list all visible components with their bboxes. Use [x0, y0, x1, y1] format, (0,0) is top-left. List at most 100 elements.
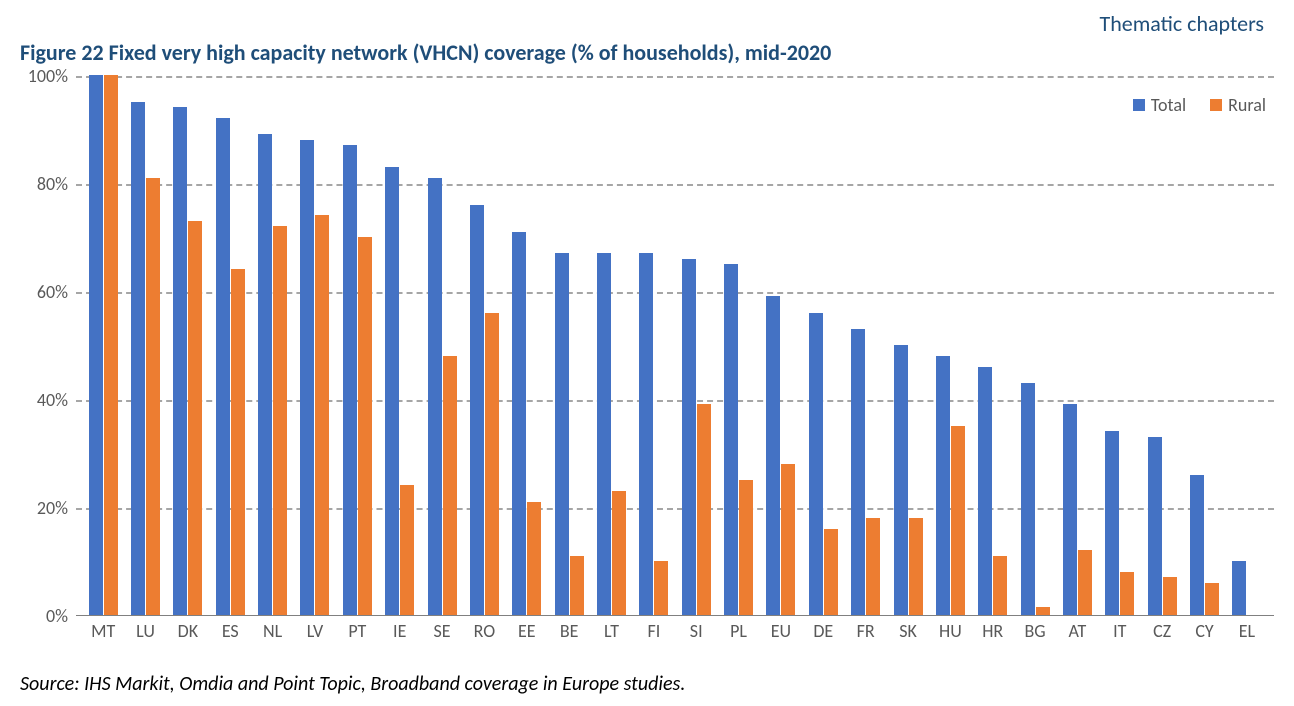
- bar-rural: [993, 556, 1007, 615]
- bar-group: [887, 76, 929, 615]
- bar-total: [766, 296, 780, 615]
- x-tick-label: ES: [209, 620, 251, 642]
- bar-total: [1232, 561, 1246, 615]
- x-tick-label: IT: [1099, 620, 1141, 642]
- bar-rural: [1205, 583, 1219, 615]
- bar-rural: [104, 75, 118, 615]
- bar-rural: [485, 313, 499, 615]
- bar-group: [1056, 76, 1098, 615]
- x-tick-label: SE: [421, 620, 463, 642]
- x-tick-label: DE: [802, 620, 844, 642]
- y-tick-label: 80%: [37, 173, 68, 195]
- bar-rural: [146, 178, 160, 615]
- bar-group: [82, 76, 124, 615]
- bar-rural: [909, 518, 923, 615]
- x-tick-label: CY: [1183, 620, 1225, 642]
- x-tick-label: PL: [717, 620, 759, 642]
- x-tick-label: CZ: [1141, 620, 1183, 642]
- bar-group: [421, 76, 463, 615]
- x-tick-label: SK: [887, 620, 929, 642]
- bar-total: [978, 367, 992, 615]
- bars-layer: [76, 76, 1274, 615]
- bar-total: [216, 118, 230, 615]
- x-tick-label: IE: [379, 620, 421, 642]
- legend-swatch: [1133, 99, 1145, 111]
- x-tick-label: PT: [336, 620, 378, 642]
- legend-swatch: [1210, 99, 1222, 111]
- bar-total: [89, 75, 103, 615]
- bar-group: [124, 76, 166, 615]
- bar-total: [300, 140, 314, 615]
- bar-rural: [824, 529, 838, 615]
- bar-rural: [866, 518, 880, 615]
- bar-rural: [273, 226, 287, 615]
- bar-group: [1183, 76, 1225, 615]
- bar-rural: [188, 221, 202, 615]
- y-tick-label: 40%: [37, 389, 68, 411]
- bar-rural: [1120, 572, 1134, 615]
- bar-group: [336, 76, 378, 615]
- x-tick-label: FI: [633, 620, 675, 642]
- bar-total: [894, 345, 908, 615]
- x-tick-label: BE: [548, 620, 590, 642]
- bar-total: [597, 253, 611, 615]
- x-tick-label: BG: [1014, 620, 1056, 642]
- bar-total: [173, 107, 187, 615]
- bar-total: [724, 264, 738, 615]
- bar-rural: [612, 491, 626, 615]
- bar-group: [294, 76, 336, 615]
- y-axis: 0%20%40%60%80%100%: [20, 76, 76, 616]
- bar-rural: [358, 237, 372, 615]
- bar-total: [1148, 437, 1162, 615]
- bar-group: [802, 76, 844, 615]
- x-tick-label: LV: [294, 620, 336, 642]
- bar-rural: [697, 404, 711, 615]
- bar-group: [1141, 76, 1183, 615]
- bar-group: [167, 76, 209, 615]
- bar-total: [385, 167, 399, 615]
- y-tick-label: 20%: [37, 497, 68, 519]
- bar-group: [1226, 76, 1268, 615]
- legend-label: Rural: [1228, 94, 1266, 116]
- bar-total: [258, 134, 272, 615]
- x-tick-label: HR: [972, 620, 1014, 642]
- bar-rural: [443, 356, 457, 615]
- bar-total: [1105, 431, 1119, 615]
- y-tick-label: 100%: [28, 65, 68, 87]
- x-tick-label: LT: [590, 620, 632, 642]
- x-tick-label: SI: [675, 620, 717, 642]
- bar-group: [209, 76, 251, 615]
- bar-rural: [654, 561, 668, 615]
- legend-item: Total: [1133, 94, 1186, 116]
- x-tick-label: LU: [124, 620, 166, 642]
- bar-total: [682, 259, 696, 615]
- bar-total: [1190, 475, 1204, 615]
- bar-group: [972, 76, 1014, 615]
- bar-total: [428, 178, 442, 615]
- bar-rural: [951, 426, 965, 615]
- bar-rural: [1163, 577, 1177, 615]
- x-tick-label: EU: [760, 620, 802, 642]
- bar-group: [251, 76, 293, 615]
- legend: Total Rural: [1133, 94, 1266, 116]
- header-right-text: Thematic chapters: [20, 10, 1274, 37]
- bar-rural: [315, 215, 329, 615]
- bar-group: [717, 76, 759, 615]
- x-tick-label: DK: [167, 620, 209, 642]
- x-tick-label: FR: [844, 620, 886, 642]
- bar-total: [809, 313, 823, 615]
- bar-group: [633, 76, 675, 615]
- bar-total: [851, 329, 865, 615]
- bar-total: [936, 356, 950, 615]
- bar-group: [1014, 76, 1056, 615]
- legend-item: Rural: [1210, 94, 1266, 116]
- bar-total: [470, 205, 484, 615]
- bar-rural: [739, 480, 753, 615]
- bar-total: [131, 102, 145, 615]
- x-tick-label: AT: [1056, 620, 1098, 642]
- x-tick-label: RO: [463, 620, 505, 642]
- bar-group: [844, 76, 886, 615]
- bar-total: [639, 253, 653, 615]
- bar-rural: [231, 269, 245, 615]
- bar-group: [548, 76, 590, 615]
